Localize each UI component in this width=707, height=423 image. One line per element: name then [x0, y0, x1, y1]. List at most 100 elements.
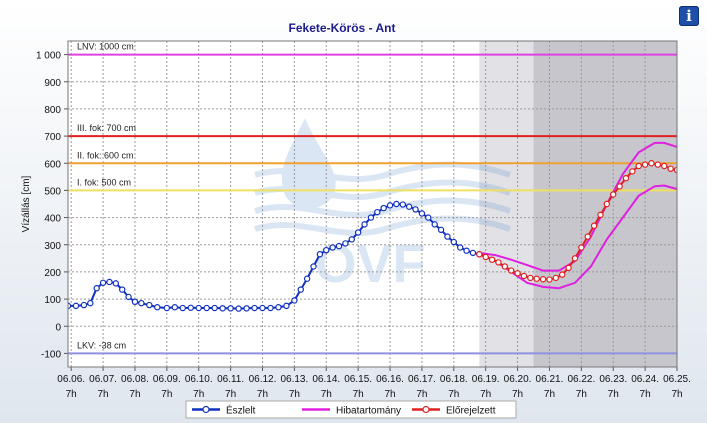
series-observed-point: [179, 304, 186, 312]
x-tick-date: 06.09.: [153, 374, 181, 385]
series-observed-point: [354, 229, 362, 236]
series-observed-point: [437, 226, 445, 234]
series-observed-point: [405, 203, 413, 210]
series-observed-point: [171, 304, 179, 311]
threshold-label: LKV: -38 cm: [77, 340, 126, 350]
x-tick-hour: 7h: [66, 389, 77, 400]
series-forecast-point: [559, 271, 566, 278]
series-forecast-point: [482, 253, 489, 261]
legend-label: Észlelt: [226, 404, 256, 417]
series-observed-point: [444, 233, 451, 240]
x-tick-hour: 7h: [608, 389, 619, 400]
series-forecast-point: [501, 263, 509, 270]
x-tick-date: 06.10.: [185, 374, 213, 385]
threshold-label: III. fok: 700 cm: [77, 123, 136, 133]
series-observed-point: [235, 305, 242, 312]
x-tick-hour: 7h: [544, 389, 555, 400]
series-forecast-point: [673, 166, 677, 174]
series-observed-point: [393, 200, 400, 208]
series-observed-point: [412, 206, 419, 213]
x-tick-date: 06.23.: [599, 374, 627, 385]
x-tick-date: 06.17.: [408, 374, 436, 385]
x-tick-hour: 7h: [193, 389, 204, 400]
series-observed-point: [131, 298, 139, 305]
series-forecast-point: [584, 233, 591, 240]
series-observed-point: [251, 304, 258, 312]
series-observed-point: [219, 305, 226, 312]
series-observed-point: [195, 304, 202, 312]
series-observed-point: [469, 249, 477, 257]
x-tick-hour: 7h: [161, 389, 172, 400]
x-tick-hour: 7h: [448, 389, 459, 400]
legend-box: [185, 400, 517, 419]
forecast-shade-light: [479, 41, 534, 367]
y-axis-label: Vízállás [cm]: [21, 175, 32, 232]
legend-marker: [422, 405, 430, 414]
x-tick-date: 06.16.: [376, 374, 404, 385]
y-tick-label: 0: [55, 322, 61, 333]
series-forecast-point: [571, 255, 579, 262]
x-tick-date: 06.06.: [57, 374, 85, 385]
legend-label: Előrejelzett: [446, 406, 496, 417]
x-tick-date: 06.21.: [536, 374, 564, 385]
legend: Észlelt Hibatartomány Előrejelzett: [185, 400, 517, 419]
watermark-text: OVF: [314, 234, 425, 294]
x-tick-date: 06.07.: [89, 374, 117, 385]
series-forecast-point: [603, 200, 611, 208]
series-forecast-point: [610, 191, 617, 198]
series-observed-point: [99, 279, 107, 286]
wave-icon: [254, 215, 511, 236]
x-tick-date: 06.20.: [504, 374, 532, 385]
series-observed-point: [275, 304, 282, 311]
series-observed-point: [154, 304, 161, 311]
wave-icon: [254, 197, 511, 218]
series-observed-point: [106, 278, 113, 286]
x-tick-date: 06.25.: [663, 374, 691, 385]
series-forecast-point: [616, 183, 623, 190]
x-tick-hour: 7h: [671, 389, 682, 400]
x-tick-hour: 7h: [512, 389, 523, 400]
series-forecast-point: [520, 272, 528, 280]
series-forecast-point: [590, 222, 598, 229]
x-tick-hour: 7h: [129, 389, 140, 400]
series-forecast-point: [648, 160, 655, 167]
legend-marker: [202, 405, 210, 414]
series-error-band-line: [478, 184, 677, 290]
series-observed-point: [329, 244, 336, 251]
x-tick-hour: 7h: [416, 389, 427, 400]
series-observed-point: [146, 301, 153, 309]
x-tick-date: 06.19.: [472, 374, 500, 385]
series-observed-point: [291, 297, 298, 304]
series-forecast-point: [507, 267, 515, 274]
series-observed-point: [323, 246, 330, 254]
series-observed-point: [119, 286, 126, 293]
series-observed-point: [203, 304, 210, 312]
series-observed-point: [138, 299, 145, 307]
series-observed-point: [87, 299, 94, 307]
y-tick-label: 200: [44, 268, 61, 279]
series-observed-point: [399, 201, 406, 208]
series-observed-point: [418, 210, 426, 217]
x-tick-hour: 7h: [321, 389, 332, 400]
series-observed-point: [463, 247, 470, 254]
series-forecast-point: [667, 165, 674, 172]
series-observed-point: [297, 286, 304, 293]
x-tick-date: 06.08.: [121, 374, 149, 385]
series-forecast-point: [622, 174, 630, 182]
series-observed-point: [386, 202, 394, 209]
series-forecast-point: [539, 276, 547, 283]
y-tick-label: 900: [44, 78, 61, 89]
series-forecast-point: [488, 256, 496, 263]
series-observed-point: [450, 238, 458, 246]
info-icon[interactable]: i: [679, 6, 699, 26]
series-forecast-point: [495, 259, 502, 266]
series-forecast-point: [527, 274, 534, 282]
y-tick-label: 800: [44, 105, 61, 116]
series-observed-point: [374, 208, 381, 216]
y-tick-label: 1 000: [36, 51, 61, 62]
series-observed-point: [342, 240, 349, 247]
x-tick-date: 06.13.: [280, 374, 308, 385]
x-tick-date: 06.18.: [440, 374, 468, 385]
x-tick-date: 06.11.: [217, 374, 244, 385]
